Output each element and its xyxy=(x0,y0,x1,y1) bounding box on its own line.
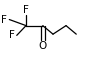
Text: O: O xyxy=(39,41,47,51)
Text: F: F xyxy=(9,30,15,40)
Text: F: F xyxy=(23,5,29,15)
Text: F: F xyxy=(1,15,7,25)
